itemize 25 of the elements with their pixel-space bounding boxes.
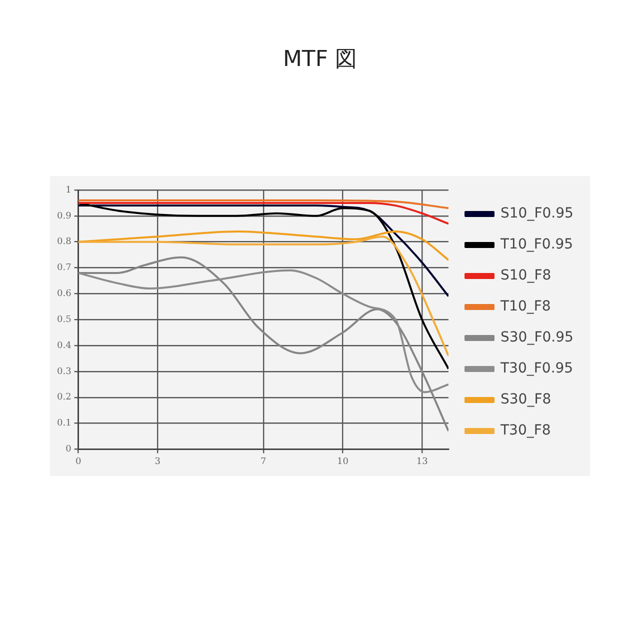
x-tick-label: 13	[416, 456, 428, 467]
legend-label: S30_F0.95	[500, 330, 574, 346]
y-tick-label: 0.3	[56, 366, 72, 377]
y-tick-label: 1	[66, 185, 72, 196]
legend-label: T10_F8	[500, 298, 551, 315]
x-tick-label: 10	[337, 456, 349, 467]
x-tick-label: 0	[75, 456, 82, 467]
x-tick-label: 3	[154, 456, 161, 467]
x-tick-label: 7	[260, 456, 267, 467]
y-tick-label: 0.5	[56, 314, 72, 325]
y-tick-label: 0.6	[56, 289, 72, 300]
legend-label: S10_F8	[500, 268, 552, 284]
y-tick-label: 0.1	[56, 418, 72, 429]
legend-label: S30_F8	[500, 392, 552, 408]
legend-label: T30_F0.95	[500, 360, 574, 377]
legend-label: S10_F0.95	[500, 206, 574, 222]
y-tick-label: 0	[66, 444, 72, 455]
y-tick-label: 0.2	[56, 392, 72, 403]
chart-title: MTF 図	[282, 46, 358, 74]
y-tick-label: 0.4	[56, 340, 72, 351]
legend-label: T10_F0.95	[500, 236, 574, 253]
legend-label: T30_F8	[500, 422, 551, 439]
y-tick-label: 0.8	[56, 237, 72, 248]
y-tick-label: 0.7	[56, 263, 72, 274]
y-tick-label: 0.9	[56, 211, 72, 222]
